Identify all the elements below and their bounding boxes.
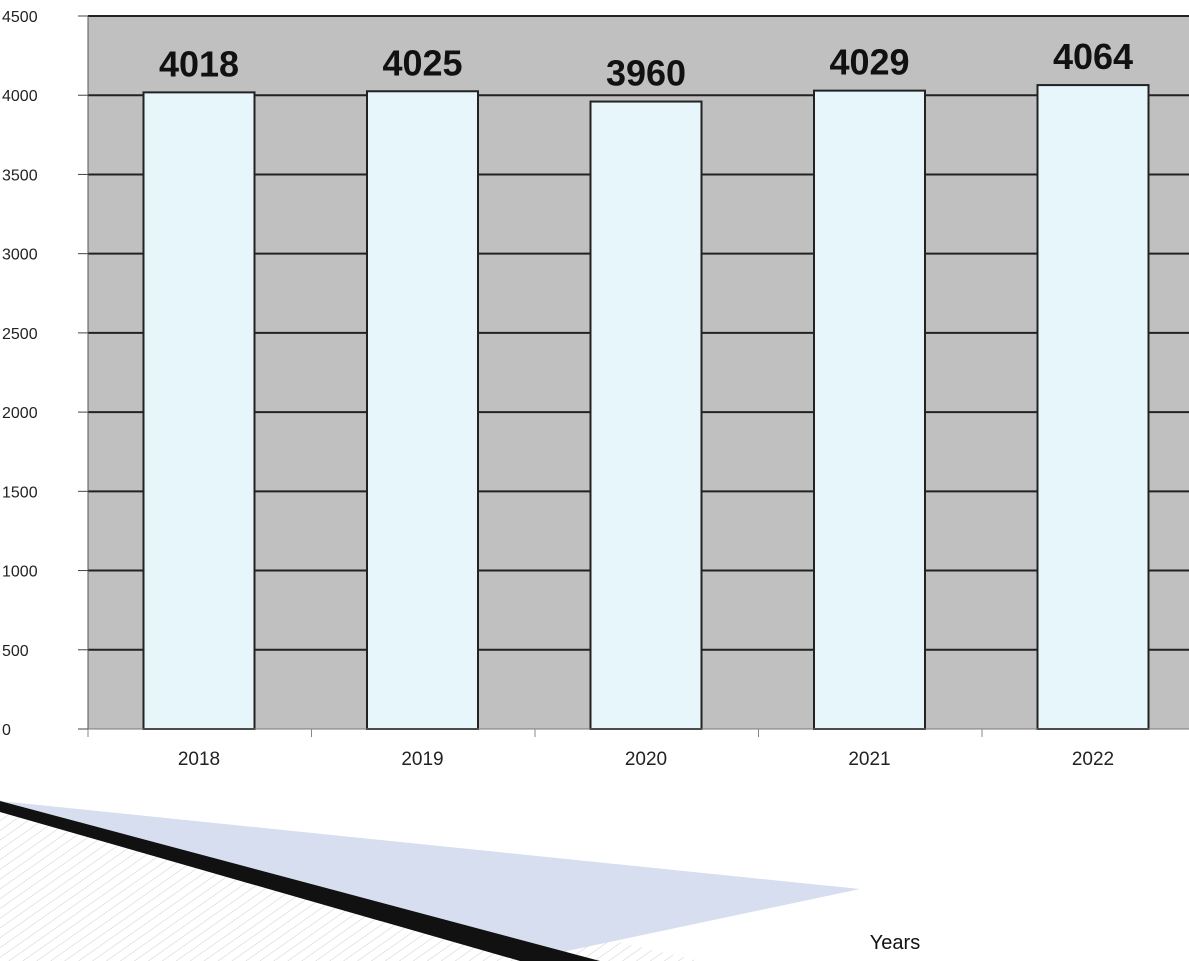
- x-tick-label: 2021: [848, 749, 890, 770]
- bar-2019: [366, 90, 479, 730]
- y-tick-label: 500: [2, 643, 29, 660]
- data-label: 4029: [829, 42, 909, 83]
- x-tick-label: 2022: [1072, 749, 1114, 770]
- y-tick-label: 0: [2, 722, 11, 739]
- y-tick-label: 4000: [2, 88, 38, 105]
- bars: [142, 84, 1150, 731]
- bar-2018: [142, 91, 256, 730]
- y-axis: 0 500 1000 1500 2000 2500 3000 3500 4000 4500: [2, 9, 89, 739]
- data-label: 4018: [159, 43, 239, 84]
- data-labels: 4018 4025 3960 4029 4064: [159, 36, 1133, 93]
- decorative-arrow-graphic: [0, 800, 860, 961]
- y-tick-label: 3000: [2, 247, 38, 264]
- x-axis-title: Years: [870, 932, 920, 954]
- x-axis: 2018 2019 2020 2021 2022: [87, 728, 1189, 770]
- y-tick-label: 3500: [2, 167, 38, 184]
- y-tick-label: 1000: [2, 564, 38, 581]
- y-tick-label: 1500: [2, 484, 38, 501]
- arrow-dark-shape: [0, 801, 600, 961]
- x-tick-label: 2018: [178, 749, 220, 770]
- y-tick-label: 2500: [2, 326, 38, 343]
- data-label: 4064: [1053, 36, 1133, 77]
- arrow-light-shape: [0, 801, 860, 961]
- x-tick-label: 2019: [401, 749, 443, 770]
- y-tick-label: 2000: [2, 405, 38, 422]
- y-tick-label: 4500: [2, 9, 38, 26]
- bar-2021: [813, 89, 926, 731]
- data-label: 4025: [382, 42, 462, 83]
- bar-2020: [589, 100, 703, 730]
- data-label: 3960: [606, 53, 686, 94]
- x-tick-label: 2020: [625, 749, 667, 770]
- bar-2022: [1036, 84, 1150, 730]
